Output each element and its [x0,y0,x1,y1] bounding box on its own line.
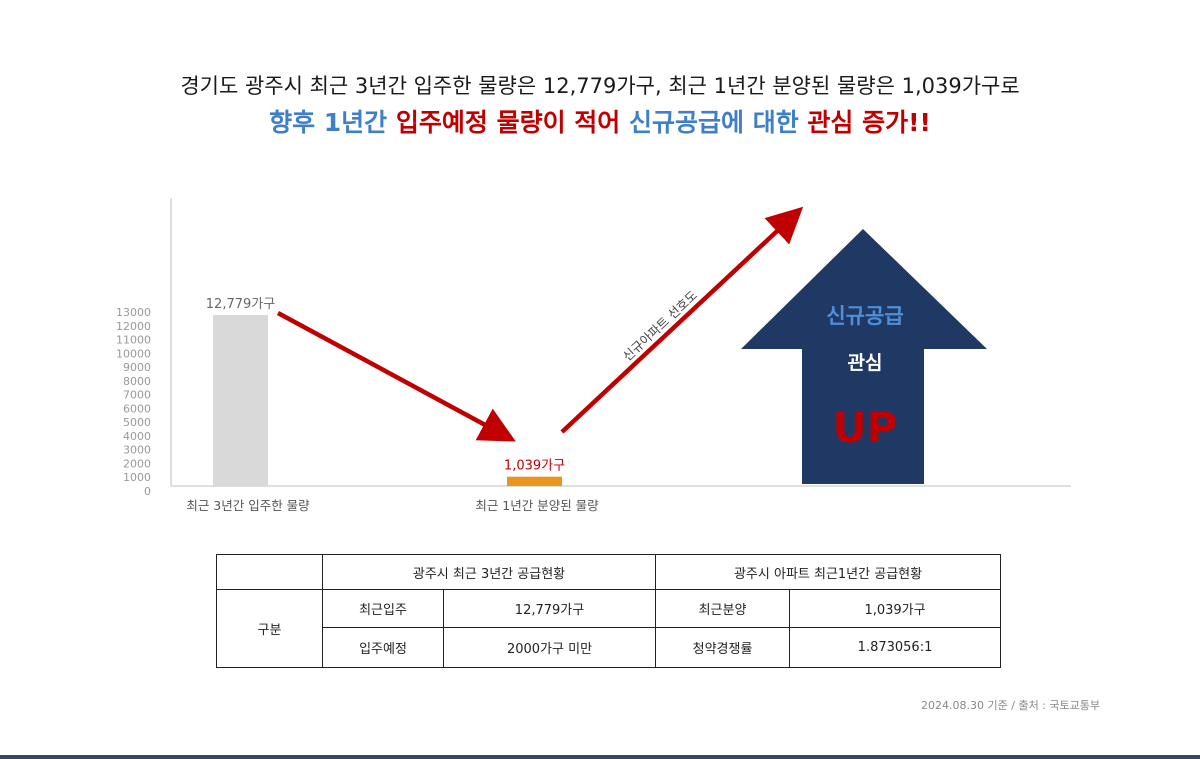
up-arrow-text-1: 신규공급 [826,304,903,328]
table-group2-header: 광주시 아파트 최근1년간 공급현황 [655,553,1002,591]
y-tick-label: 9000 [123,361,151,374]
down-trend-arrow [276,311,516,442]
y-tick-label: 1000 [123,471,151,484]
bar-2 [507,476,562,486]
trend-arrow-label: 신규아파트 선호도 [620,287,700,363]
source-footnote: 2024.08.30 기준 / 출처 : 국토교통부 [921,699,1100,712]
y-tick-label: 13000 [116,306,151,319]
y-tick-label: 0 [144,485,151,498]
table-cell: 2000가구 미만 [442,626,657,669]
y-tick-label: 3000 [123,444,151,457]
table-cell: 1.873056:1 [789,626,1002,669]
up-arrow-text-2: 관심 [848,352,883,374]
table-row-label: 구분 [216,589,323,668]
table-cell: 최근분양 [655,589,791,628]
table-cell: 1,039가구 [789,589,1002,628]
up-arrow-shape [741,229,987,484]
headline-part-2: 입주예정 물량이 적어 [395,108,629,137]
table-cell: 12,779가구 [442,589,657,628]
headline-part-4: 관심 증가!! [807,108,931,137]
table-group1-header: 광주시 최근 3년간 공급현황 [321,553,657,591]
supply-table: 광주시 최근 3년간 공급현황 광주시 아파트 최근1년간 공급현황 구분 최근… [216,553,1002,669]
supply-chart: 0100020003000400050006000700080009000100… [116,198,1071,513]
y-tick-label: 12000 [116,320,151,333]
table-cell: 청약경쟁률 [655,626,791,669]
y-tick-label: 10000 [116,347,151,360]
y-tick-label: 6000 [123,402,151,415]
bar-data-label-2: 1,039가구 [504,459,565,474]
bar-data-label-1: 12,779가구 [206,297,275,312]
y-ticks: 0100020003000400050006000700080009000100… [116,306,151,498]
x-category-label-2: 최근 1년간 분양된 물량 [475,498,599,513]
x-category-label-1: 최근 3년간 입주한 물량 [186,498,310,513]
y-tick-label: 7000 [123,389,151,402]
headline-line1: 경기도 광주시 최근 3년간 입주한 물량은 12,779가구, 최근 1년간 … [180,74,1020,98]
headline-part-3: 신규공급에 대한 [629,108,808,137]
headline-line2: 향후 1년간 입주예정 물량이 적어 신규공급에 대한 관심 증가!! [0,103,1200,139]
up-arrow-graphic: 신규공급 관심 UP [741,229,987,484]
y-tick-label: 2000 [123,457,151,470]
headline-part-1: 향후 1년간 [269,108,396,137]
y-tick-label: 4000 [123,430,151,443]
y-tick-label: 8000 [123,375,151,388]
bottom-divider [0,755,1200,759]
up-arrow-text-3: UP [833,403,898,452]
table-cell: 최근입주 [322,589,444,628]
y-tick-label: 11000 [116,334,151,347]
bar-1 [213,315,268,486]
up-trend-arrow [560,206,804,434]
y-tick-label: 5000 [123,416,151,429]
table-cell: 입주예정 [322,626,444,669]
table-header-blank [216,553,323,591]
